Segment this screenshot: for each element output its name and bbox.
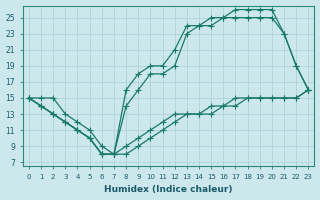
X-axis label: Humidex (Indice chaleur): Humidex (Indice chaleur) — [104, 185, 233, 194]
